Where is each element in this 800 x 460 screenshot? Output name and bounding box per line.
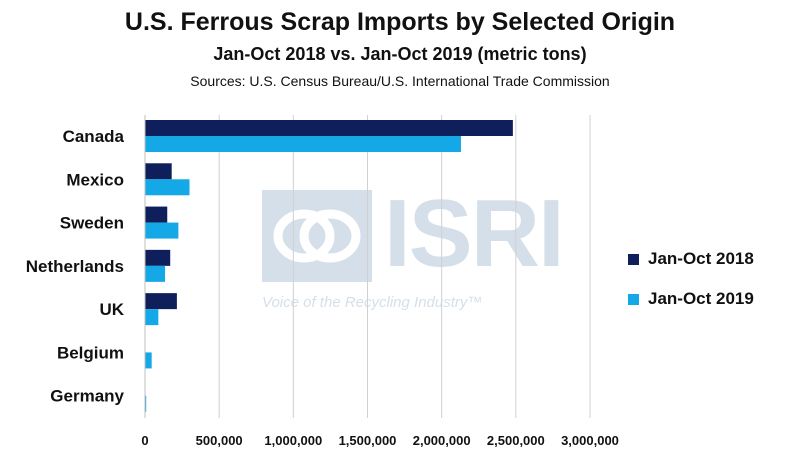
bar-2019 <box>145 265 166 282</box>
x-tick-label: 0 <box>141 433 148 448</box>
bar-2019 <box>145 309 159 326</box>
x-tick-label: 3,000,000 <box>561 433 619 448</box>
category-label: Netherlands <box>26 257 124 276</box>
legend-label-2019: Jan-Oct 2019 <box>648 289 754 308</box>
category-label: UK <box>99 300 124 319</box>
isri-watermark: ISRI Voice of the Recycling Industry™ <box>262 186 565 330</box>
isri-logo-icon <box>262 190 372 282</box>
bar-2018 <box>145 120 513 136</box>
bar-2018 <box>145 249 171 266</box>
category-label: Canada <box>63 127 125 146</box>
x-tick-label: 2,000,000 <box>413 433 471 448</box>
legend-label-2018: Jan-Oct 2018 <box>648 249 754 268</box>
chart-source: Sources: U.S. Census Bureau/U.S. Interna… <box>190 73 610 89</box>
legend-swatch-2019 <box>628 293 639 305</box>
x-tick-label: 1,500,000 <box>339 433 397 448</box>
bar-2019 <box>145 352 152 369</box>
chart-legend: Jan-Oct 2018 Jan-Oct 2019 <box>628 248 754 328</box>
bar-2018 <box>145 293 177 310</box>
chart-subtitle: Jan-Oct 2018 vs. Jan-Oct 2019 (metric to… <box>213 44 587 64</box>
category-label: Mexico <box>66 170 124 189</box>
x-tick-label: 500,000 <box>196 433 243 448</box>
legend-item-2018: Jan-Oct 2018 <box>628 248 754 270</box>
bar-2019 <box>145 179 190 196</box>
bar-2019 <box>145 222 179 239</box>
category-label: Sweden <box>60 214 124 233</box>
category-label: Germany <box>50 387 124 406</box>
watermark-brand: ISRI <box>384 180 565 287</box>
legend-item-2019: Jan-Oct 2019 <box>628 288 754 310</box>
bar-2018 <box>145 163 172 180</box>
legend-swatch-2018 <box>628 253 639 265</box>
x-tick-label: 1,000,000 <box>264 433 322 448</box>
bar-2019 <box>145 395 147 412</box>
watermark-tagline: Voice of the Recycling Industry™ <box>262 294 483 311</box>
category-label: Belgium <box>57 343 124 362</box>
bar-2018 <box>145 206 168 223</box>
chart-title: U.S. Ferrous Scrap Imports by Selected O… <box>124 8 676 36</box>
bar-2019 <box>145 136 461 152</box>
x-tick-label: 2,500,000 <box>487 433 545 448</box>
